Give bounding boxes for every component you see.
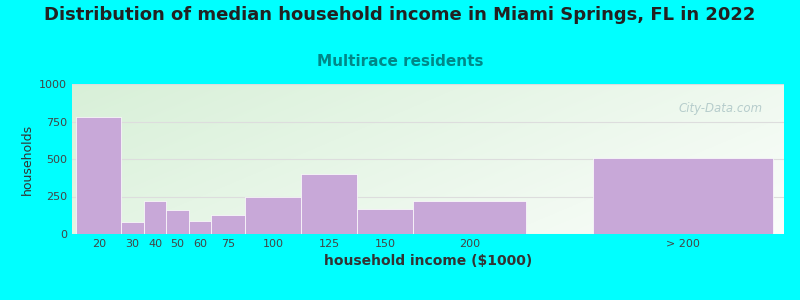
Text: Distribution of median household income in Miami Springs, FL in 2022: Distribution of median household income …: [44, 6, 756, 24]
X-axis label: household income ($1000): household income ($1000): [324, 254, 532, 268]
Text: City-Data.com: City-Data.com: [678, 102, 762, 115]
Bar: [122, 222, 144, 234]
Bar: [166, 210, 189, 234]
Bar: [414, 201, 526, 234]
Bar: [358, 208, 414, 234]
Bar: [77, 117, 122, 234]
Bar: [301, 174, 358, 234]
Bar: [144, 201, 166, 234]
Text: Multirace residents: Multirace residents: [317, 54, 483, 69]
Y-axis label: households: households: [21, 123, 34, 195]
Bar: [593, 158, 773, 234]
Bar: [189, 220, 211, 234]
Bar: [245, 196, 301, 234]
Bar: [211, 214, 245, 234]
